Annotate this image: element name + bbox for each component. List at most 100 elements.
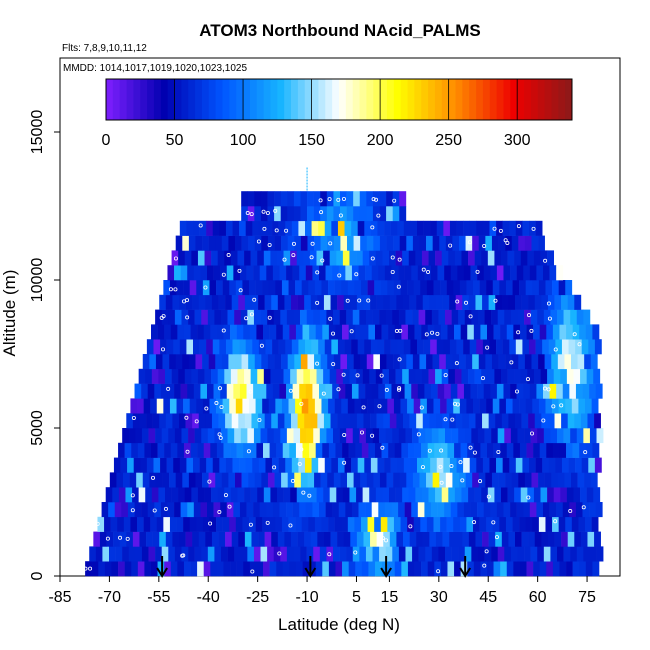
heat-cell — [412, 428, 419, 444]
heat-cell — [566, 561, 573, 577]
heat-cell — [207, 265, 214, 281]
heat-cell — [228, 354, 236, 370]
observation-marker — [376, 213, 381, 218]
heat-cell — [576, 309, 584, 325]
heat-cell — [163, 398, 171, 414]
heat-cell — [464, 546, 472, 562]
heat-cell — [488, 413, 496, 429]
heat-cell — [356, 531, 364, 547]
heat-cell — [158, 487, 166, 503]
observation-marker — [572, 332, 577, 337]
heat-cell — [230, 368, 238, 384]
heat-cell — [557, 546, 564, 562]
heat-cell — [275, 398, 283, 414]
heat-cell — [197, 561, 205, 577]
heat-cell — [505, 398, 513, 414]
heat-cell — [356, 413, 364, 429]
heat-cell — [414, 442, 422, 458]
heat-cell — [573, 368, 581, 384]
heat-cell — [242, 280, 250, 296]
observation-marker — [484, 549, 489, 554]
heat-cell — [544, 354, 552, 370]
heat-cell — [543, 383, 550, 399]
heat-cell — [379, 472, 387, 488]
observation-marker — [218, 435, 223, 440]
heat-cell — [341, 398, 349, 414]
heat-cell — [506, 324, 514, 340]
heat-cell — [290, 368, 298, 384]
heat-cell — [588, 457, 596, 473]
heat-cell — [466, 280, 474, 296]
heat-cell — [421, 561, 429, 577]
heat-cell — [222, 516, 230, 532]
heat-cell — [248, 235, 256, 251]
heat-cell — [445, 309, 452, 325]
heat-cell — [194, 309, 202, 325]
heat-cell — [261, 472, 269, 488]
heat-cell — [594, 413, 601, 429]
heat-cell — [272, 457, 279, 473]
heat-cell — [490, 502, 498, 518]
heat-cell — [444, 265, 452, 281]
heat-cell — [193, 457, 200, 473]
heat-cell — [438, 309, 446, 325]
heat-cell — [494, 487, 502, 503]
observation-marker — [118, 535, 123, 540]
observation-marker — [249, 212, 254, 217]
heat-cell — [476, 339, 484, 355]
observation-marker — [449, 464, 454, 469]
heat-cell — [165, 487, 172, 503]
heat-cell — [89, 546, 97, 562]
heat-cell — [560, 487, 568, 503]
heat-cell — [486, 280, 494, 296]
heat-cell — [408, 368, 416, 384]
heat-cell — [504, 309, 512, 325]
heat-cell — [344, 457, 352, 473]
heat-cell — [422, 413, 430, 429]
heat-cell — [522, 220, 530, 236]
heat-cell — [238, 413, 246, 429]
heat-cell — [505, 280, 513, 296]
heat-cell — [210, 442, 218, 458]
heat-cell — [334, 516, 342, 532]
heat-cell — [394, 442, 402, 458]
heat-cell — [581, 457, 589, 473]
heat-cell — [232, 339, 240, 355]
heat-cell — [403, 339, 411, 355]
heat-cell — [403, 457, 411, 473]
heat-cell — [418, 546, 426, 562]
heat-cell — [413, 516, 421, 532]
heat-cell — [426, 280, 434, 296]
observation-marker — [185, 315, 190, 320]
heat-cell — [327, 235, 335, 251]
heat-cell — [331, 220, 339, 236]
heat-cell — [524, 472, 532, 488]
heat-cell — [365, 265, 373, 281]
heat-cell — [419, 235, 427, 251]
heat-cell — [433, 280, 441, 296]
heat-cell — [431, 265, 438, 281]
heat-cell — [237, 368, 245, 384]
heat-cell — [318, 457, 326, 473]
observation-marker — [515, 389, 520, 394]
heat-cell — [165, 368, 172, 384]
heat-cell — [151, 561, 158, 577]
heat-cell — [412, 472, 420, 488]
heat-cell — [471, 546, 479, 562]
observation-marker — [436, 569, 441, 574]
heat-cell — [479, 398, 487, 414]
heat-row-7 — [113, 457, 602, 473]
heat-cell — [233, 383, 241, 399]
heat-cell — [456, 339, 464, 355]
observation-marker — [204, 406, 209, 411]
heat-cell — [267, 235, 275, 251]
heat-cell — [389, 294, 397, 310]
heat-cell — [329, 487, 337, 503]
heat-cell — [205, 531, 213, 547]
heat-cell — [309, 561, 317, 577]
heat-cell — [388, 324, 396, 340]
heat-cell — [485, 472, 493, 488]
heat-cell — [375, 250, 383, 266]
heat-cell — [412, 546, 419, 562]
flight-arrow-head — [304, 567, 317, 578]
